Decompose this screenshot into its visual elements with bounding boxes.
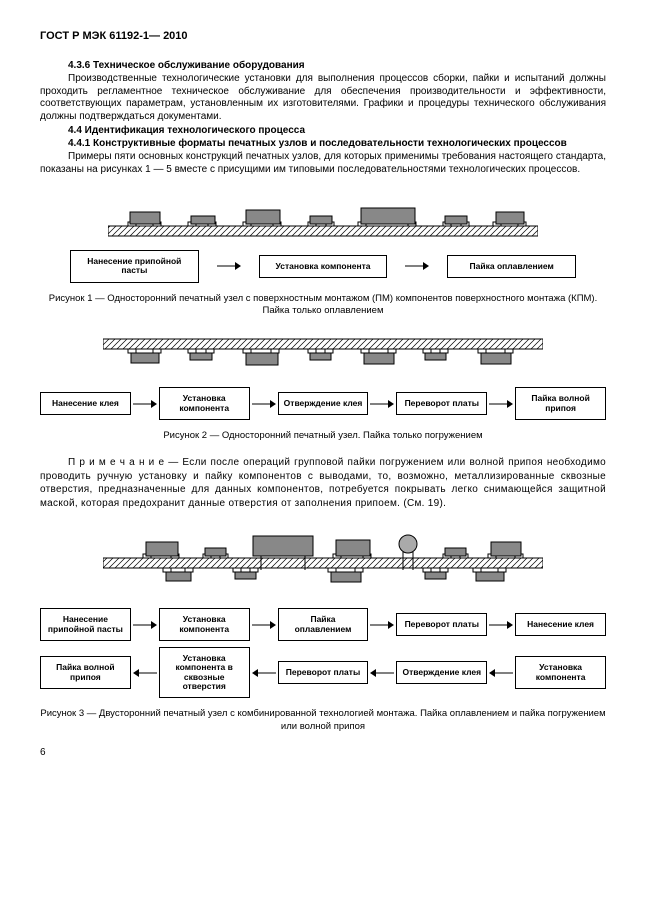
arrow-icon — [250, 399, 278, 409]
figure-2-pcb — [103, 333, 543, 379]
flow-box: Нанесение припойной пасты — [70, 250, 199, 283]
figure-3-caption: Рисунок 3 — Двусторонний печатный узел с… — [40, 708, 606, 733]
figure-2-flow: Нанесение клея Установка компонента Отве… — [40, 387, 606, 420]
section-4-3-6-title: 4.3.6 Техническое обслуживание оборудова… — [40, 60, 606, 71]
flow-box: Переворот платы — [396, 392, 487, 415]
flow-box: Установка компонента — [159, 608, 250, 641]
arrow-left-icon — [368, 668, 396, 678]
flow-box: Пайка оплавлением — [278, 608, 369, 641]
figure-3-pcb — [103, 526, 543, 600]
section-4-4-1-text: Примеры пяти основных конструкций печатн… — [40, 151, 606, 176]
note-text: П р и м е ч а н и е — Если после операци… — [40, 456, 606, 510]
flow-box: Нанесение клея — [515, 613, 606, 636]
arrow-icon — [131, 399, 159, 409]
flow-box: Установка компонента — [515, 656, 606, 689]
flow-box: Нанесение припойной пасты — [40, 608, 131, 641]
flow-box: Пайка волной припоя — [40, 656, 131, 689]
arrow-left-icon — [131, 668, 159, 678]
figure-1-flow: Нанесение припойной пасты Установка комп… — [40, 250, 606, 283]
flow-box: Переворот платы — [278, 661, 369, 684]
flow-box: Отверждение клея — [278, 392, 369, 415]
flow-box: Пайка оплавлением — [447, 255, 576, 278]
figure-3-flow-row1: Нанесение припойной пасты Установка комп… — [40, 608, 606, 641]
arrow-icon — [487, 399, 515, 409]
section-4-4-1-title: 4.4.1 Конструктивные форматы печатных уз… — [40, 138, 606, 149]
flow-box: Установка компонента — [159, 387, 250, 420]
flow-box: Нанесение клея — [40, 392, 131, 415]
arrow-icon — [368, 620, 396, 630]
flow-box: Пайка волной припоя — [515, 387, 606, 420]
section-4-3-6-text: Производственные технологические установ… — [40, 73, 606, 123]
flow-box: Отверждение клея — [396, 661, 487, 684]
flow-box: Установка компонента в сквозные отверсти… — [159, 647, 250, 698]
arrow-icon — [487, 620, 515, 630]
arrow-left-icon — [250, 668, 278, 678]
flow-box: Установка компонента — [259, 255, 388, 278]
figure-1-pcb — [108, 192, 538, 242]
arrow-icon — [199, 261, 259, 271]
flow-box: Переворот платы — [396, 613, 487, 636]
arrow-icon — [368, 399, 396, 409]
page-number: 6 — [40, 747, 606, 758]
arrow-icon — [250, 620, 278, 630]
figure-2-caption: Рисунок 2 — Односторонний печатный узел.… — [40, 430, 606, 442]
arrow-left-icon — [487, 668, 515, 678]
arrow-icon — [131, 620, 159, 630]
figure-1-caption: Рисунок 1 — Односторонний печатный узел … — [40, 293, 606, 318]
figure-3-flow-row2: Пайка волной припоя Установка компонента… — [40, 647, 606, 698]
section-4-4-title: 4.4 Идентификация технологического проце… — [40, 125, 606, 136]
arrow-icon — [387, 261, 447, 271]
doc-header: ГОСТ Р МЭК 61192-1— 2010 — [40, 30, 606, 42]
